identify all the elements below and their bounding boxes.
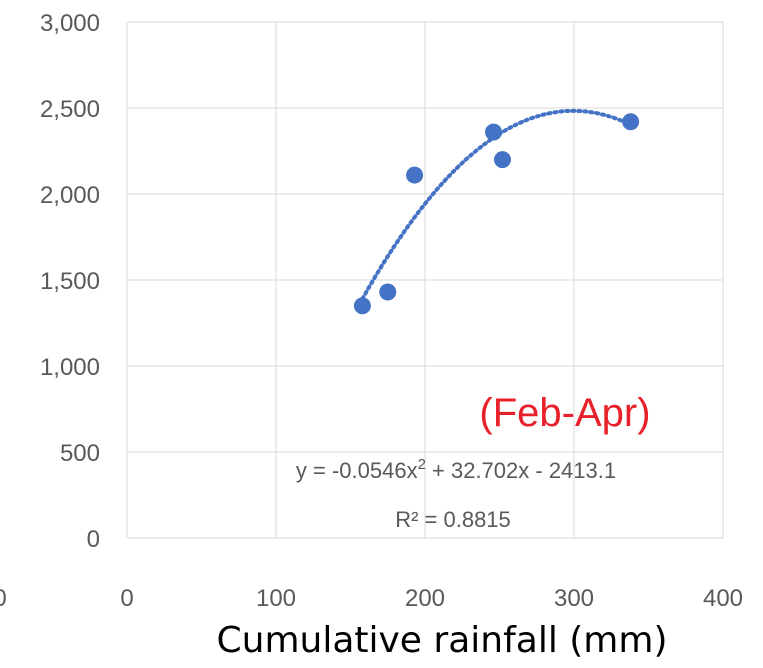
data-point <box>622 113 640 131</box>
data-point <box>406 166 424 184</box>
x-tick-label: 400 <box>703 585 743 612</box>
y-tick-label: 2,500 <box>40 96 100 123</box>
data-point <box>353 297 371 315</box>
equation-prefix: y = -0.0546x <box>296 458 418 483</box>
r-squared-label: R² = 0.8815 <box>395 507 511 532</box>
trendline-equation: y = -0.0546x2 + 32.702x - 2413.1 <box>296 456 616 483</box>
y-tick-label: 500 <box>60 440 100 467</box>
y-tick-label: 3,000 <box>40 10 100 37</box>
y-axis-ticks: 0 500 1,000 1,500 2,000 2,500 3,000 <box>40 10 100 553</box>
y-tick-label: 0 <box>87 526 100 553</box>
y-tick-label: 2,000 <box>40 182 100 209</box>
data-point <box>485 123 503 141</box>
equation-superscript: 2 <box>418 456 426 473</box>
x-axis-title: Cumulative rainfall (mm) <box>216 620 667 661</box>
data-point <box>379 283 397 301</box>
x-tick-label: 300 <box>554 585 594 612</box>
x-tick-label: 0 <box>120 585 133 612</box>
x-tick-label: 200 <box>405 585 445 612</box>
y-tick-label: 1,000 <box>40 354 100 381</box>
x-axis-ticks: 0 100 200 300 400 <box>120 585 743 612</box>
y-tick-label: 1,500 <box>40 268 100 295</box>
gridlines <box>126 21 724 539</box>
data-point <box>493 151 511 169</box>
period-annotation: (Feb-Apr) <box>479 391 650 435</box>
x-axis-edge-tick-fragment: 0 <box>0 585 7 612</box>
x-tick-label: 100 <box>256 585 296 612</box>
data-points <box>353 113 640 315</box>
equation-suffix: + 32.702x - 2413.1 <box>426 458 616 483</box>
